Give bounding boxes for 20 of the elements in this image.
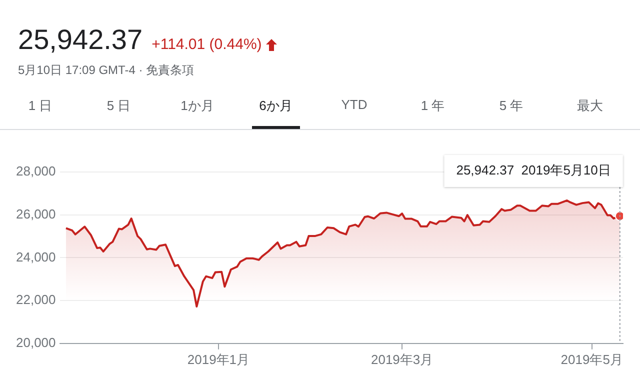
x-tick-label: 2019年3月: [370, 352, 434, 367]
chart-subtitle: +114.01 (0.44%): [152, 36, 262, 53]
text: 1 日: [27, 97, 54, 115]
text: 5 日: [106, 97, 132, 115]
text: 最大: [576, 97, 604, 115]
y-tick-label: 28,000: [16, 164, 56, 179]
chart-title: 25,942.37: [18, 24, 143, 56]
x-tick-label: 2019年5月: [560, 352, 623, 367]
x-tick-label: 2019年1月: [187, 352, 250, 367]
text: 1 年: [420, 97, 446, 115]
text: 6か月: [258, 97, 294, 115]
y-tick-label: 22,000: [16, 292, 56, 308]
y-tick-label: 20,000: [16, 334, 56, 350]
y-tick-label: 26,000: [16, 206, 56, 222]
annotation: 25,942.37 2019年5月10日: [456, 162, 611, 178]
text: YTD: [340, 97, 368, 114]
text: 5 年: [498, 97, 524, 115]
text: 1か月: [180, 97, 215, 115]
y-tick-label: 24,000: [16, 249, 56, 264]
text: 5月10日 17:09 GMT-4 · 免責条項: [18, 62, 194, 79]
